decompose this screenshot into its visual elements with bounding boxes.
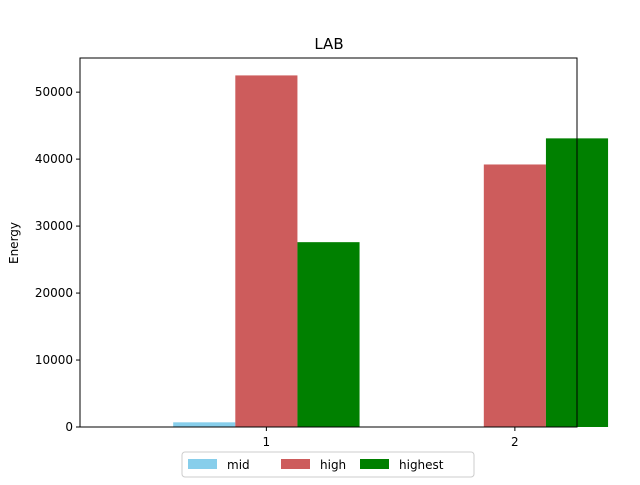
legend-label-high: high [320,458,346,472]
legend: mid high highest [181,451,475,478]
x-tick-label: 1 [263,435,271,449]
y-axis-label: Energy [7,222,21,264]
legend-swatch-high [281,459,310,469]
y-tick-label: 30000 [35,219,73,233]
y-tick-label: 50000 [35,85,73,99]
legend-label-mid: mid [227,458,250,472]
legend-swatch-mid [188,459,217,469]
bars-group [173,75,609,427]
bar-high-1 [235,75,298,427]
legend-swatch-highest [360,459,389,469]
y-tick-label: 10000 [35,353,73,367]
bar-mid-1 [173,422,236,427]
y-tick-label: 0 [65,420,73,434]
x-tick-label: 2 [511,435,519,449]
bar-high-2 [483,164,546,427]
legend-box [181,451,475,478]
y-axis-ticks: 0 10000 20000 30000 40000 50000 [35,85,80,434]
y-tick-label: 20000 [35,286,73,300]
legend-label-highest: highest [399,458,444,472]
y-tick-label: 40000 [35,152,73,166]
plot-area-frame [79,57,578,428]
bar-highest-1 [297,242,360,427]
chart-title: LAB [314,35,343,53]
